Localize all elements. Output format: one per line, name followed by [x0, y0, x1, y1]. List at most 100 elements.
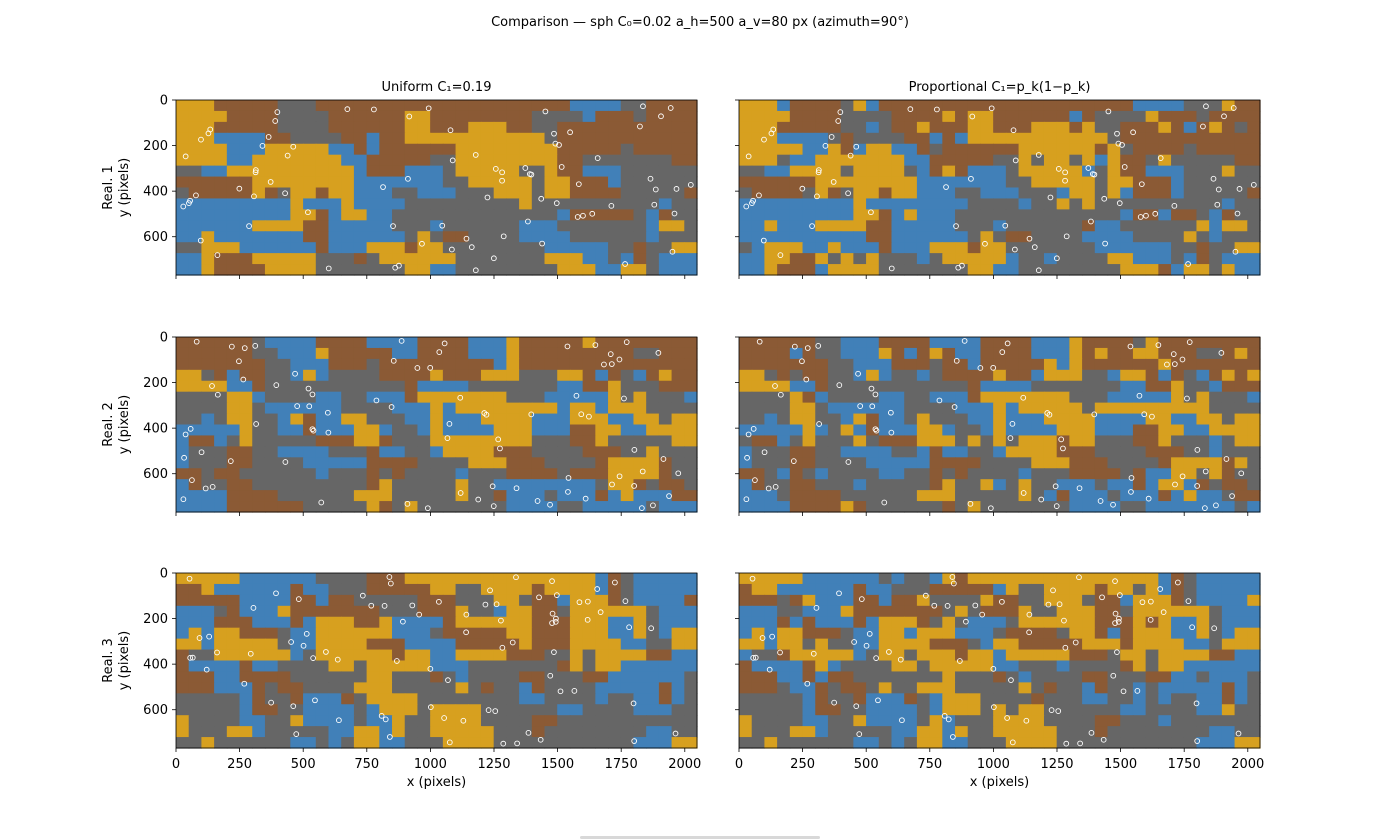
heatmap-cell — [815, 110, 829, 123]
heatmap-cell — [468, 176, 482, 189]
heatmap-cell — [404, 435, 419, 447]
heatmap-cell — [1221, 627, 1236, 640]
heatmap-cell — [1031, 347, 1045, 360]
heatmap-cell — [442, 337, 457, 349]
heatmap-cell — [519, 402, 533, 415]
heatmap-cell — [366, 435, 380, 447]
heatmap-cell — [633, 594, 647, 607]
heatmap-cell — [684, 253, 698, 265]
heatmap-cell — [1171, 573, 1185, 585]
conditioning-point — [650, 502, 656, 509]
heatmap-cell — [916, 253, 931, 265]
heatmap-cell — [1209, 337, 1223, 349]
conditioning-point — [538, 195, 545, 202]
heatmap-cell — [353, 121, 368, 134]
heatmap-cell — [1069, 583, 1083, 596]
heatmap-cell — [1171, 457, 1185, 469]
heatmap-cell — [1120, 726, 1134, 738]
heatmap-cell — [1082, 446, 1096, 458]
heatmap-cell — [827, 231, 842, 243]
heatmap-cell — [1247, 726, 1261, 738]
heatmap-cell — [442, 143, 457, 156]
heatmap-cell — [751, 253, 766, 265]
heatmap-cell — [802, 100, 816, 112]
heatmap-cell — [366, 649, 380, 662]
heatmap-cell — [290, 231, 304, 243]
heatmap-cell — [366, 627, 380, 640]
heatmap-cell — [1005, 369, 1020, 382]
heatmap-cell — [1082, 726, 1096, 738]
heatmap-cell — [176, 402, 190, 415]
heatmap-cell — [646, 435, 660, 447]
heatmap-cell — [1171, 358, 1185, 371]
heatmap-cell — [201, 380, 215, 393]
heatmap-cell — [1056, 132, 1070, 145]
heatmap-cell — [442, 413, 457, 426]
heatmap-cell — [493, 715, 507, 727]
heatmap-cell — [404, 446, 419, 458]
heatmap-cell — [764, 715, 778, 727]
heatmap-cell — [878, 704, 893, 716]
heatmap-cell — [929, 176, 943, 189]
heatmap-cell — [751, 402, 766, 415]
conditioning-point — [1012, 246, 1018, 253]
horizontal-scrollbar[interactable] — [580, 836, 820, 839]
heatmap-cell — [929, 737, 943, 749]
heatmap-cell — [430, 616, 444, 629]
heatmap-cell — [544, 264, 558, 276]
conditioning-point — [1008, 677, 1014, 683]
heatmap-cell — [1056, 391, 1070, 404]
heatmap-cell — [176, 264, 190, 276]
heatmap-cell — [188, 132, 203, 145]
heatmap-cell — [646, 380, 660, 393]
conditioning-point — [899, 717, 905, 724]
heatmap-cell — [1158, 446, 1172, 458]
heatmap-cell — [480, 671, 495, 683]
heatmap-cell — [252, 693, 266, 705]
heatmap-cell — [1082, 209, 1096, 221]
heatmap-cell — [252, 704, 266, 716]
heatmap-cell — [1082, 337, 1096, 349]
heatmap-cell — [480, 457, 495, 469]
heatmap-cell — [646, 638, 660, 651]
heatmap-cell — [955, 176, 969, 189]
conditioning-point — [1194, 738, 1201, 744]
heatmap-cell — [671, 154, 685, 167]
heatmap-cell — [506, 132, 520, 145]
heatmap-cell — [1196, 402, 1210, 415]
heatmap-cell — [404, 457, 419, 469]
heatmap-cell — [176, 424, 190, 437]
heatmap-cell — [764, 479, 778, 491]
heatmap-cell — [955, 253, 969, 265]
heatmap-cell — [506, 369, 520, 382]
heatmap-cell — [277, 143, 291, 156]
heatmap-cell — [1018, 605, 1032, 618]
heatmap-cell — [1196, 583, 1210, 596]
heatmap-cell — [239, 627, 253, 640]
heatmap-cell — [480, 649, 495, 662]
conditioning-point — [987, 505, 994, 512]
heatmap-cell — [1005, 457, 1020, 469]
heatmap-cell — [878, 132, 893, 145]
conditioning-point — [1110, 672, 1117, 679]
heatmap-cell — [1120, 380, 1134, 393]
heatmap-cell — [290, 347, 304, 360]
heatmap-cell — [214, 391, 228, 404]
heatmap-cell — [480, 573, 495, 585]
heatmap-cell — [1196, 143, 1210, 156]
heatmap-cell — [1183, 402, 1198, 415]
heatmap-cell — [417, 391, 431, 404]
heatmap-cell — [608, 616, 622, 629]
heatmap-cell — [519, 413, 533, 426]
heatmap-cell — [980, 737, 994, 749]
heatmap-cell — [506, 573, 520, 585]
heatmap-cell — [531, 446, 546, 458]
heatmap-cell — [1132, 121, 1147, 134]
heatmap-cell — [188, 347, 203, 360]
conditioning-point — [539, 240, 545, 247]
heatmap-cell — [671, 165, 685, 178]
conditioning-point — [552, 140, 559, 147]
heatmap-cell — [531, 391, 546, 404]
heatmap-cell — [942, 176, 956, 189]
conditioning-point — [425, 105, 432, 112]
